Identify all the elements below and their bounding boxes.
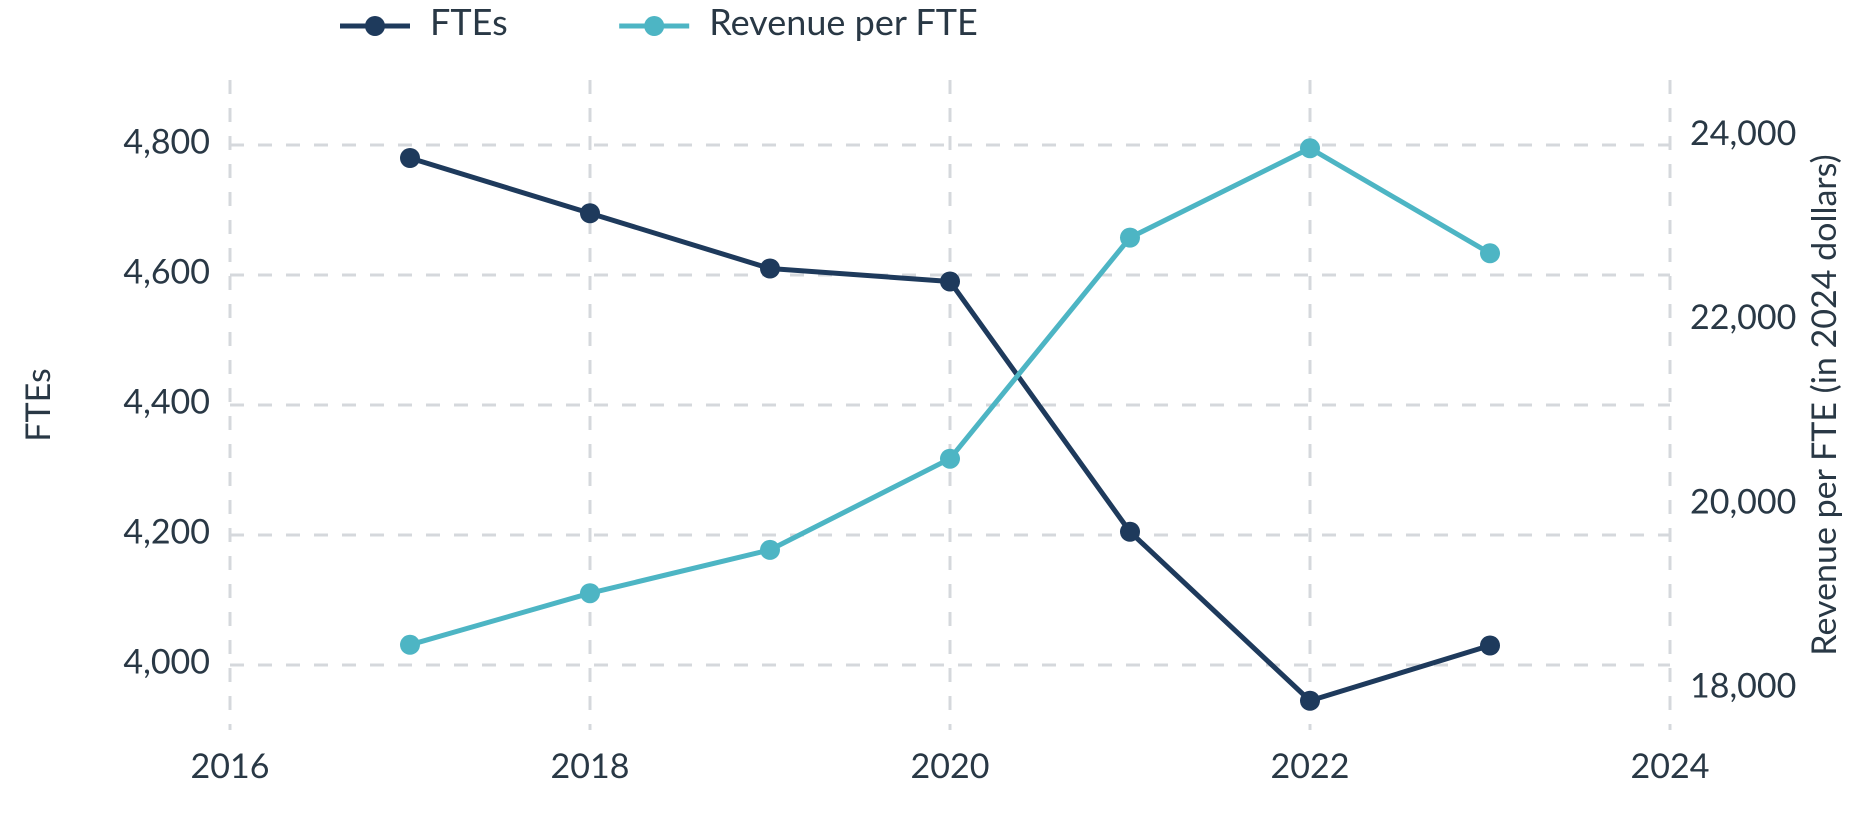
x-tick-label: 2024 — [1631, 745, 1710, 786]
x-tick-label: 2022 — [1271, 745, 1350, 786]
series-marker — [1480, 636, 1500, 656]
series-marker — [1300, 138, 1320, 158]
series-marker — [580, 583, 600, 603]
legend-swatch-marker — [365, 16, 385, 36]
y-left-tick-label: 4,400 — [123, 381, 210, 422]
x-tick-label: 2018 — [551, 745, 630, 786]
chart-container: 4,000 4,200 4,400 4,600 4,800 18,000 20,000 22,… — [0, 0, 1866, 817]
y-right-axis-label: Revenue per FTE (in 2024 dollars) — [1803, 154, 1844, 655]
series-marker — [1120, 228, 1140, 248]
series-marker — [400, 148, 420, 168]
y-left-tick-label: 4,200 — [123, 511, 210, 552]
series-marker — [1480, 243, 1500, 263]
series-marker — [400, 635, 420, 655]
y-left-tick-label: 4,600 — [123, 251, 210, 292]
dual-axis-line-chart: 4,000 4,200 4,400 4,600 4,800 18,000 20,000 22,… — [0, 0, 1866, 817]
series-marker — [580, 203, 600, 223]
series-marker — [1120, 522, 1140, 542]
y-left-tick-label: 4,800 — [123, 121, 210, 162]
legend-label: FTEs — [430, 0, 508, 43]
y-right-tick-label: 24,000 — [1690, 112, 1796, 153]
series-marker — [760, 259, 780, 279]
series-marker — [760, 540, 780, 560]
y-left-tick-label: 4,000 — [123, 641, 210, 682]
y-right-tick-label: 20,000 — [1690, 480, 1796, 521]
legend-label: Revenue per FTE — [709, 0, 978, 43]
series-marker — [940, 449, 960, 469]
y-left-axis-label: FTEs — [17, 368, 58, 441]
y-right-tick-label: 18,000 — [1690, 665, 1796, 706]
series-marker — [1300, 691, 1320, 711]
x-tick-label: 2016 — [191, 745, 270, 786]
x-tick-label: 2020 — [911, 745, 990, 786]
y-right-tick-label: 22,000 — [1690, 296, 1796, 337]
series-marker — [940, 272, 960, 292]
legend-swatch-marker — [644, 16, 664, 36]
